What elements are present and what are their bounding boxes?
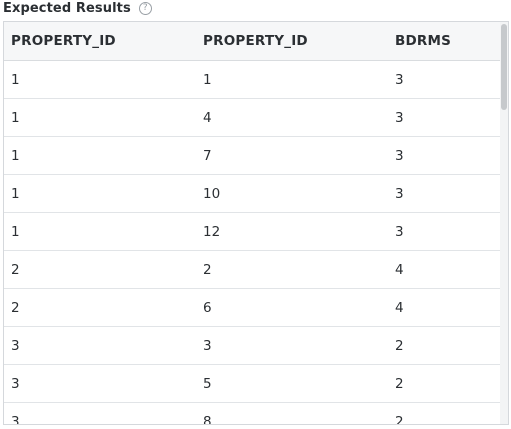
- table-row: 3 8 2: [4, 402, 500, 424]
- results-table-viewport[interactable]: PROPERTY_ID PROPERTY_ID BDRMS 1 1 3 1 4 …: [4, 22, 500, 424]
- table-cell: 7: [196, 136, 388, 175]
- results-table-frame: PROPERTY_ID PROPERTY_ID BDRMS 1 1 3 1 4 …: [3, 21, 509, 425]
- table-cell: 1: [4, 136, 196, 175]
- vertical-scrollbar[interactable]: [500, 22, 508, 424]
- table-cell: 1: [196, 60, 388, 99]
- table-row: 1 10 3: [4, 174, 500, 213]
- table-cell: 2: [196, 250, 388, 289]
- results-header: Expected Results ?: [3, 0, 152, 16]
- table-row: 1 7 3: [4, 136, 500, 175]
- table-cell: 3: [388, 174, 500, 213]
- table-cell: 6: [196, 288, 388, 327]
- column-header-bdrms: BDRMS: [388, 22, 500, 61]
- table-cell: 1: [4, 60, 196, 99]
- scrollbar-thumb[interactable]: [501, 24, 507, 110]
- table-cell: 3: [196, 326, 388, 365]
- table-cell: 3: [388, 212, 500, 251]
- table-row: 2 6 4: [4, 288, 500, 327]
- table-cell: 2: [388, 402, 500, 424]
- table-cell: 4: [388, 250, 500, 289]
- table-cell: 4: [388, 288, 500, 327]
- help-icon[interactable]: ?: [138, 1, 152, 15]
- table-cell: 1: [4, 212, 196, 251]
- table-row: 2 2 4: [4, 250, 500, 289]
- results-title: Expected Results: [3, 0, 131, 16]
- table-row: 1 12 3: [4, 212, 500, 251]
- table-cell: 2: [388, 364, 500, 403]
- table-row: 1 1 3: [4, 60, 500, 99]
- table-cell: 2: [4, 250, 196, 289]
- results-table: PROPERTY_ID PROPERTY_ID BDRMS 1 1 3 1 4 …: [4, 22, 500, 424]
- table-cell: 1: [4, 98, 196, 137]
- table-cell: 3: [4, 402, 196, 424]
- table-cell: 5: [196, 364, 388, 403]
- column-header-property-id-2: PROPERTY_ID: [196, 22, 388, 61]
- table-cell: 3: [388, 60, 500, 99]
- table-cell: 3: [388, 98, 500, 137]
- column-header-property-id: PROPERTY_ID: [4, 22, 196, 61]
- table-cell: 12: [196, 212, 388, 251]
- table-cell: 2: [388, 326, 500, 365]
- table-row: 1 4 3: [4, 98, 500, 137]
- table-cell: 1: [4, 174, 196, 213]
- table-cell: 4: [196, 98, 388, 137]
- table-cell: 10: [196, 174, 388, 213]
- table-cell: 3: [4, 326, 196, 365]
- table-cell: 8: [196, 402, 388, 424]
- table-cell: 3: [4, 364, 196, 403]
- table-row: 3 3 2: [4, 326, 500, 365]
- table-row: 3 5 2: [4, 364, 500, 403]
- table-header-row: PROPERTY_ID PROPERTY_ID BDRMS: [4, 22, 500, 61]
- table-cell: 3: [388, 136, 500, 175]
- table-cell: 2: [4, 288, 196, 327]
